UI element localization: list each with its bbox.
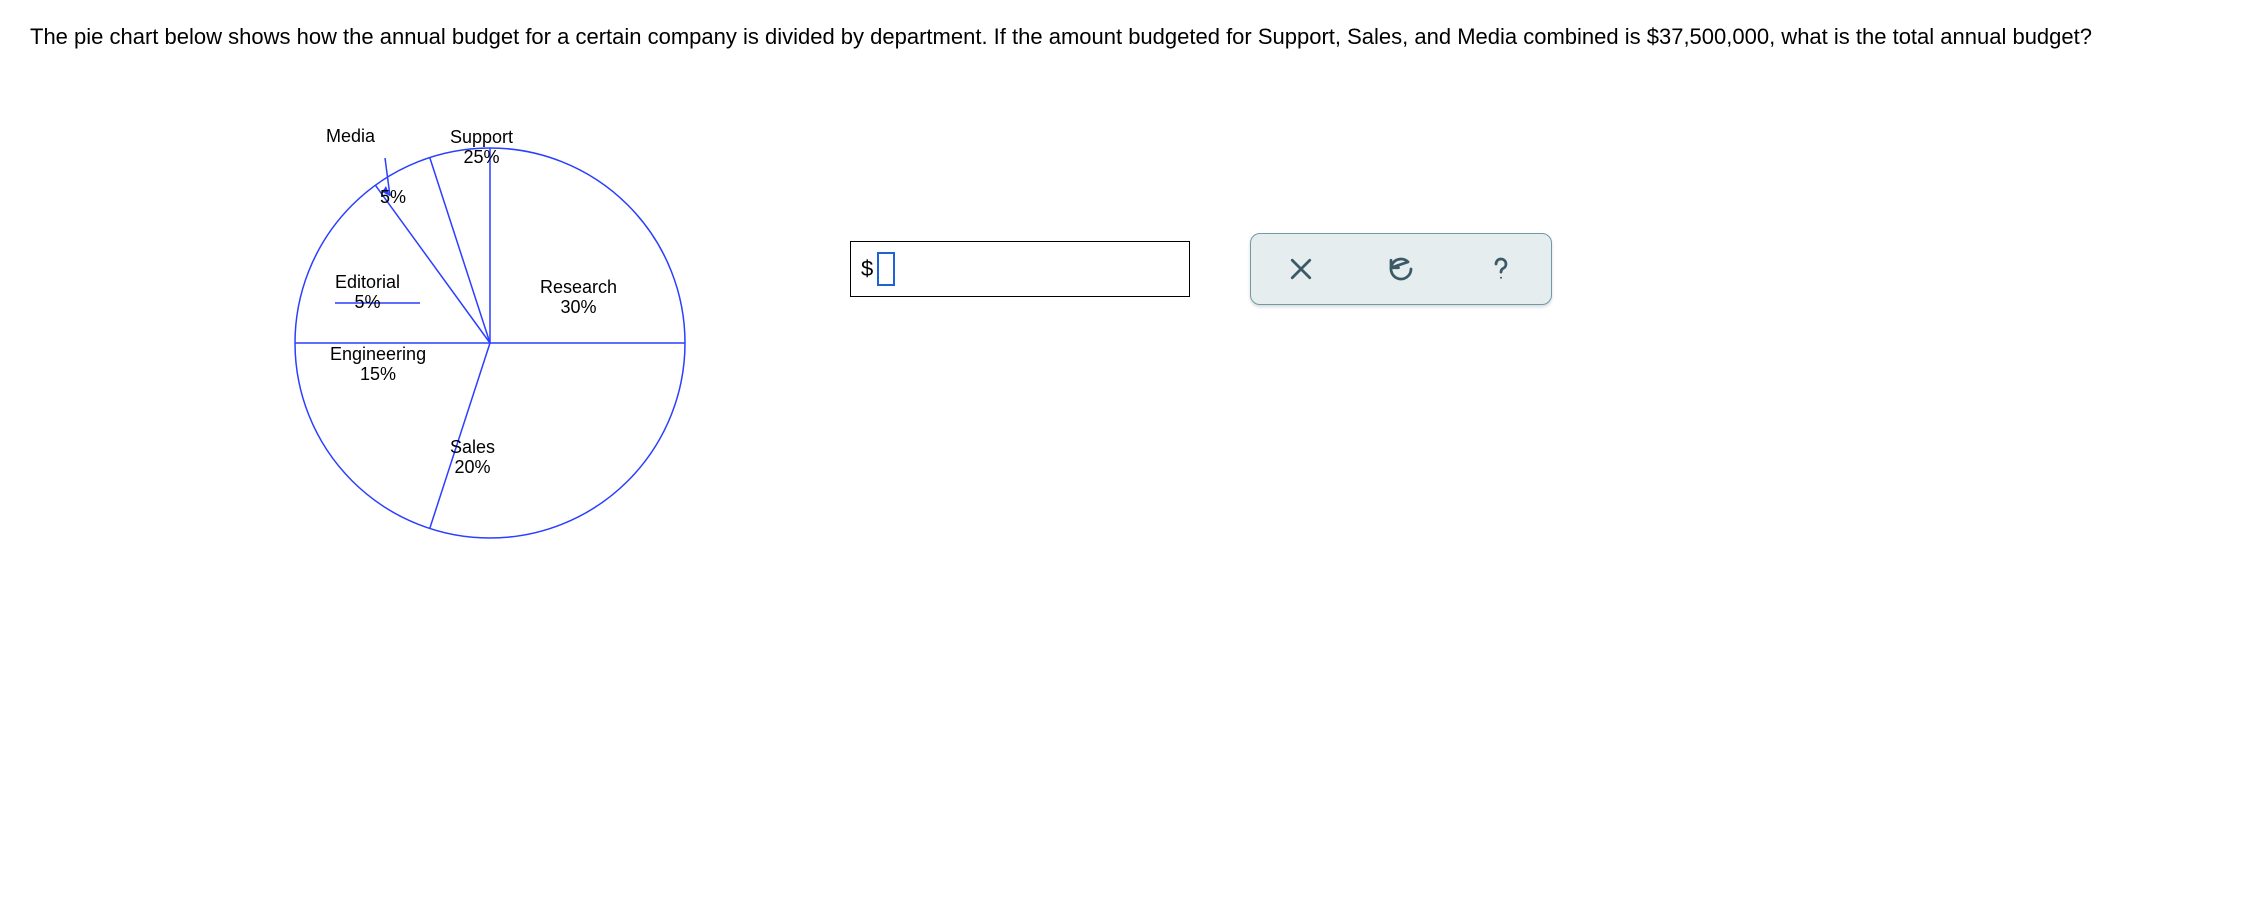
page: The pie chart below shows how the annual… bbox=[0, 0, 2188, 623]
input-cursor bbox=[877, 252, 895, 286]
slice-label-support: Support25% bbox=[450, 128, 513, 168]
content-row: Support25% Research30% Sales20% Engineering… bbox=[30, 83, 2158, 603]
question-text: The pie chart below shows how the annual… bbox=[30, 20, 2158, 53]
pie-svg bbox=[30, 83, 730, 603]
pie-chart: Support25% Research30% Sales20% Engineering… bbox=[30, 83, 730, 603]
reset-button[interactable] bbox=[1371, 244, 1431, 294]
slice-label-media: Media bbox=[326, 127, 375, 147]
answer-input-box[interactable]: $ bbox=[850, 241, 1190, 297]
clear-button[interactable] bbox=[1271, 244, 1331, 294]
slice-pct-media: 5% bbox=[380, 188, 406, 208]
answer-area: $ bbox=[850, 233, 1552, 305]
x-icon bbox=[1286, 254, 1316, 284]
slice-label-engineering: Engineering15% bbox=[330, 345, 426, 385]
slice-label-sales: Sales20% bbox=[450, 438, 495, 478]
slice-label-editorial: Editorial5% bbox=[335, 273, 400, 313]
question-icon bbox=[1486, 254, 1516, 284]
toolbar bbox=[1250, 233, 1552, 305]
help-button[interactable] bbox=[1471, 244, 1531, 294]
slice-label-research: Research30% bbox=[540, 278, 617, 318]
undo-icon bbox=[1386, 254, 1416, 284]
currency-symbol: $ bbox=[861, 256, 873, 282]
